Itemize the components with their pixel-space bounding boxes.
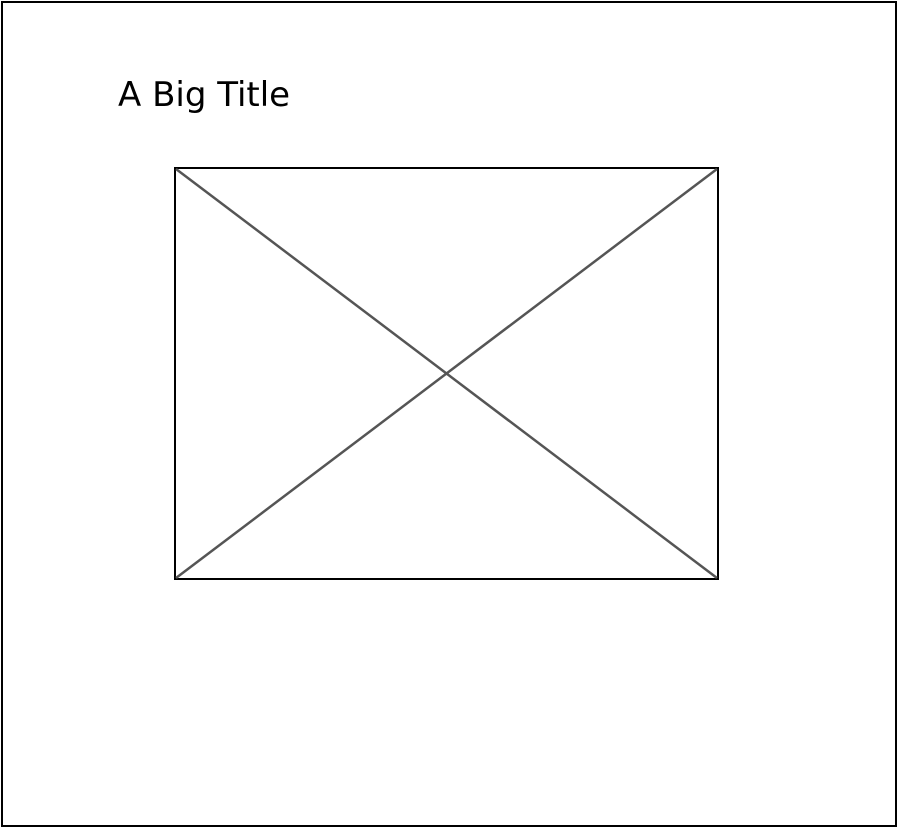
- placeholder-diagonal-2: [175, 168, 718, 579]
- image-placeholder-icon: [174, 167, 719, 580]
- image-placeholder: [174, 167, 719, 580]
- page-title: A Big Title: [118, 75, 291, 115]
